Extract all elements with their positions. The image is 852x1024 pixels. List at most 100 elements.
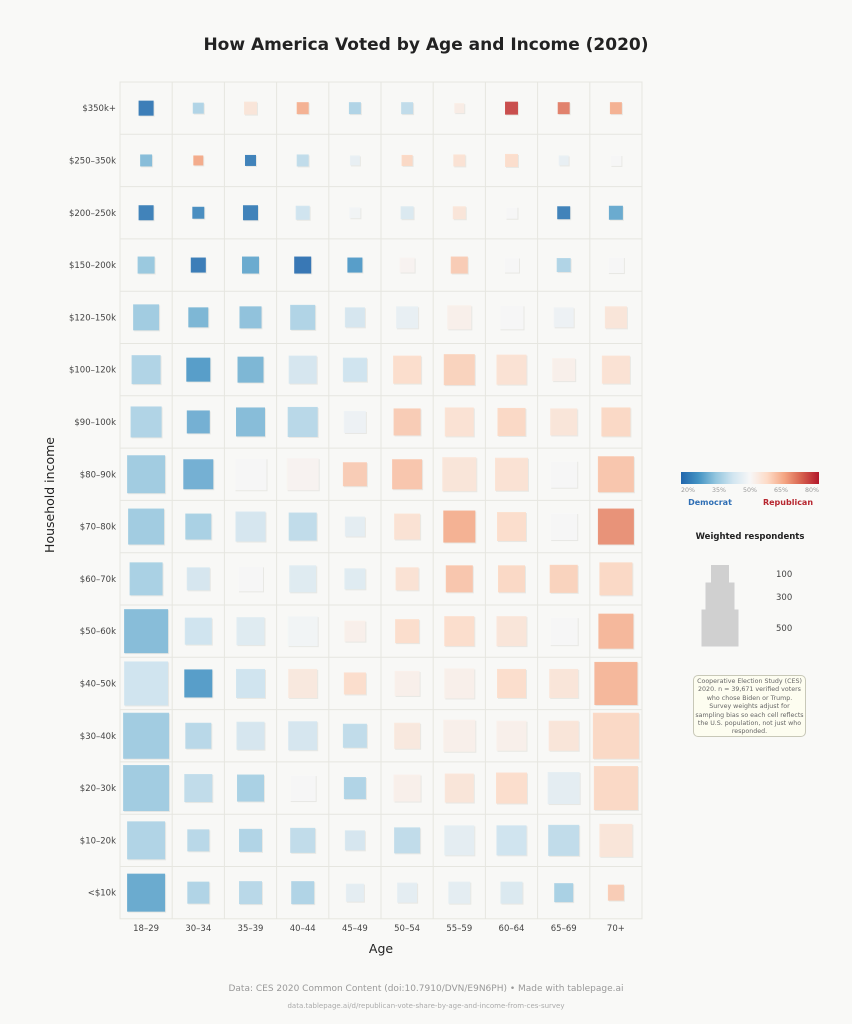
cell-square	[397, 882, 418, 903]
cell-square	[444, 773, 474, 803]
color-bar-tick: 80%	[805, 487, 819, 494]
cell-square	[185, 722, 212, 749]
x-tick-label: 50–54	[394, 924, 420, 934]
cell-square	[592, 712, 639, 759]
cell-square	[244, 101, 257, 115]
cell-square	[127, 455, 166, 494]
cell-square	[127, 821, 166, 860]
size-legend: 100 300 500	[701, 565, 792, 647]
cell-square	[497, 407, 526, 436]
x-axis-label: Age	[369, 941, 393, 956]
y-tick-label: <$10k	[88, 889, 116, 899]
cell-square	[495, 457, 528, 491]
size-legend-title: Weighted respondents	[696, 532, 805, 542]
cell-square	[187, 881, 210, 904]
cell-square	[239, 306, 262, 329]
cell-square	[394, 827, 421, 854]
cell-square	[287, 616, 318, 647]
cell-square	[450, 256, 468, 274]
cell-square	[597, 456, 634, 493]
cell-square	[444, 407, 474, 437]
cell-square	[599, 823, 633, 857]
cell-square	[349, 155, 360, 166]
cell-square	[188, 307, 209, 328]
cell-square	[289, 565, 317, 593]
cell-square	[236, 617, 265, 646]
cell-square	[288, 512, 317, 541]
cell-square	[444, 668, 475, 699]
cell-square	[496, 720, 527, 751]
cell-square	[393, 774, 421, 802]
cell-square	[447, 305, 472, 330]
cell-square	[499, 305, 524, 330]
cell-square	[241, 256, 260, 274]
cell-square	[604, 306, 627, 329]
cell-square	[138, 100, 154, 116]
color-bar-tick: 20%	[681, 487, 695, 494]
cell-square	[345, 883, 364, 902]
cell-square	[550, 460, 578, 488]
cell-square	[448, 881, 471, 904]
cell-square	[394, 670, 420, 696]
cell-square	[138, 205, 154, 221]
cell-square	[291, 881, 315, 905]
footer-url[interactable]: data.tablepage.ai/d/republican-vote-shar…	[287, 1002, 565, 1010]
cell-square	[342, 357, 367, 382]
cell-square	[123, 712, 170, 759]
cell-square	[444, 616, 475, 647]
cell-square	[186, 410, 210, 434]
cell-square	[124, 661, 169, 706]
cell-square	[290, 304, 316, 330]
note-box: Cooperative Election Study (CES) 2020. n…	[693, 675, 806, 737]
y-axis-label: Household income	[42, 437, 57, 553]
y-tick-label: $40–50k	[80, 679, 116, 689]
cell-square	[185, 513, 212, 540]
cell-square	[238, 881, 263, 905]
cell-square	[347, 257, 363, 273]
y-tick-label: $200–250k	[69, 209, 116, 219]
cell-square	[599, 562, 633, 596]
cell-square	[343, 777, 366, 800]
x-tick-label: 35–39	[238, 924, 264, 934]
cell-square	[127, 873, 166, 912]
cell-square	[129, 562, 163, 596]
x-tick-label: 30–34	[185, 924, 211, 934]
cell-square	[287, 406, 318, 437]
cell-square	[394, 513, 421, 540]
cell-square	[453, 154, 466, 167]
cell-square	[187, 829, 210, 852]
cell-square	[186, 567, 210, 591]
cell-square	[497, 668, 526, 698]
cell-square	[192, 206, 205, 219]
color-bar-tick: 35%	[712, 487, 726, 494]
y-tick-label: $250–350k	[69, 156, 116, 166]
cell-square	[288, 668, 318, 698]
cell-square	[296, 154, 309, 167]
cell-square	[344, 620, 366, 642]
cell-square	[443, 719, 476, 752]
cell-square	[505, 153, 518, 167]
cell-square	[549, 668, 579, 698]
size-legend-label: 100	[776, 570, 792, 580]
cell-square	[137, 256, 155, 274]
cell-square	[236, 407, 265, 437]
legend-democrat: Democrat	[688, 498, 732, 507]
cell-square	[190, 257, 206, 273]
cell-square	[443, 354, 475, 386]
cell-square	[286, 458, 319, 491]
cell-square	[288, 721, 318, 751]
x-tick-label: 45–49	[342, 924, 368, 934]
cell-square	[401, 154, 413, 166]
x-tick-label: 55–59	[446, 924, 472, 934]
color-bar	[681, 472, 819, 484]
cell-square	[133, 304, 160, 331]
cell-square	[186, 357, 211, 382]
cell-square	[594, 661, 638, 705]
cell-square	[601, 355, 630, 384]
cell-square	[342, 462, 367, 487]
x-tick-label: 18–29	[133, 924, 159, 934]
cell-square	[452, 206, 466, 220]
cell-square	[548, 720, 579, 751]
y-tick-label: $80–90k	[80, 470, 116, 480]
cell-square	[124, 609, 169, 654]
